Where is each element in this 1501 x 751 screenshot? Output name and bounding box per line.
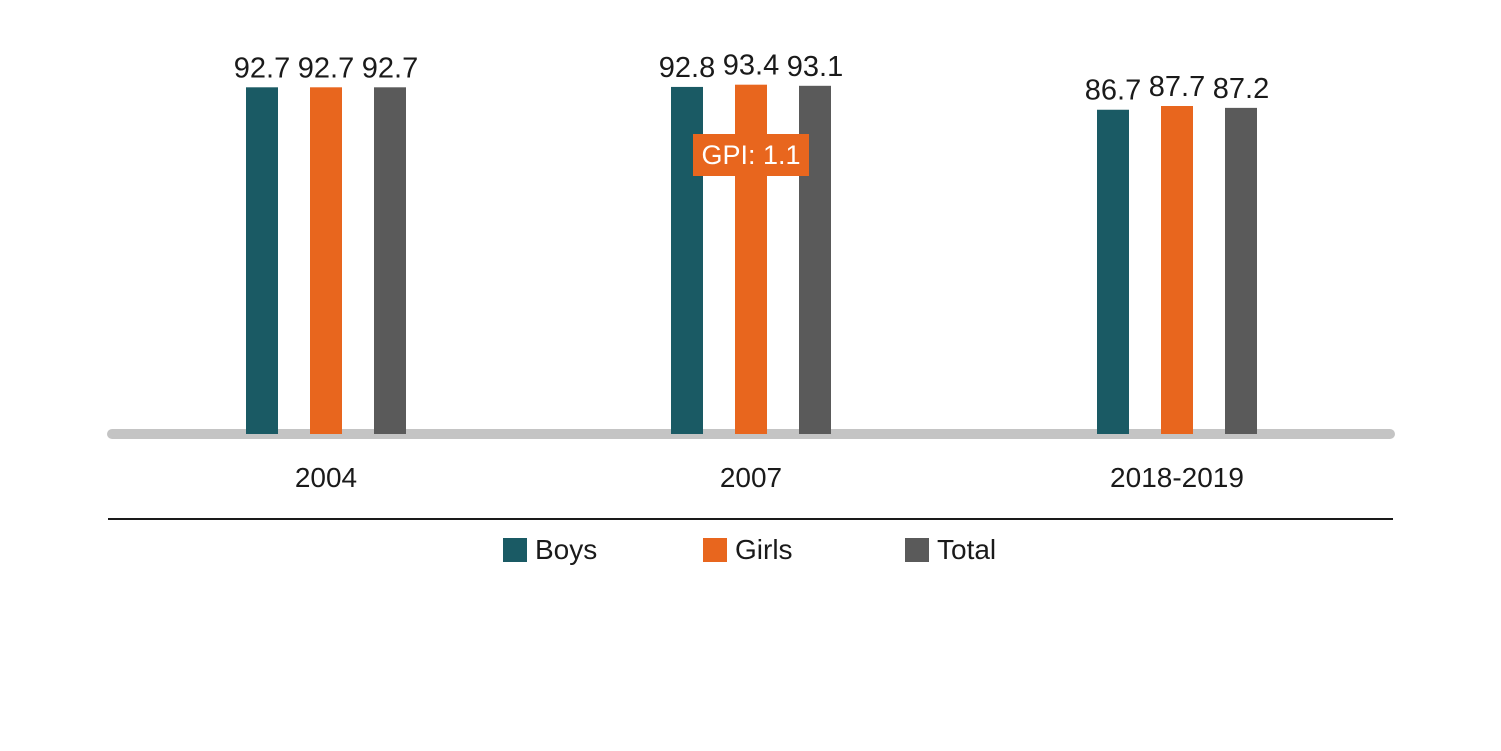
value-label-girls-2007: 93.4	[723, 50, 779, 82]
bar-girls-2018-2019	[1161, 106, 1193, 434]
legend-label-boys: Boys	[535, 534, 597, 565]
x-tick-label-2004: 2004	[295, 462, 357, 493]
legend-label-total: Total	[937, 534, 996, 565]
legend-swatch-girls	[703, 538, 727, 562]
legend-label-girls: Girls	[735, 534, 793, 565]
bar-total-2004	[374, 87, 406, 434]
annotation-text-0: GPI: 1.1	[701, 140, 800, 170]
value-label-boys-2007: 92.8	[659, 52, 715, 84]
legend: Boys Girls Total	[503, 534, 996, 565]
value-label-total-2004: 92.7	[362, 52, 418, 84]
x-tick-label-2018-2019: 2018-2019	[1110, 462, 1244, 493]
value-label-total-2018-2019: 87.2	[1213, 73, 1269, 105]
value-label-girls-2018-2019: 87.7	[1149, 71, 1205, 103]
bars-layer	[246, 84, 1257, 435]
bar-girls-2004	[310, 87, 342, 434]
x-tick-labels-layer: 2004 2007 2018-2019	[295, 462, 1244, 493]
annotation-box-0	[693, 134, 809, 176]
bar-boys-2018-2019	[1097, 109, 1129, 434]
annotation-layer: GPI: 1.1	[693, 134, 809, 176]
legend-swatch-boys	[503, 538, 527, 562]
value-labels-layer: 92.7 92.7 92.7 92.8 93.4 93.186.7 87.7 87.2	[234, 50, 1269, 107]
x-tick-label-2007: 2007	[720, 462, 782, 493]
bar-total-2018-2019	[1225, 107, 1257, 434]
value-label-girls-2004: 92.7	[298, 52, 354, 84]
legend-swatch-total	[905, 538, 929, 562]
value-label-total-2007: 93.1	[787, 51, 843, 83]
value-label-boys-2018-2019: 86.7	[1085, 75, 1141, 107]
bar-boys-2004	[246, 87, 278, 434]
value-label-boys-2004: 92.7	[234, 52, 290, 84]
